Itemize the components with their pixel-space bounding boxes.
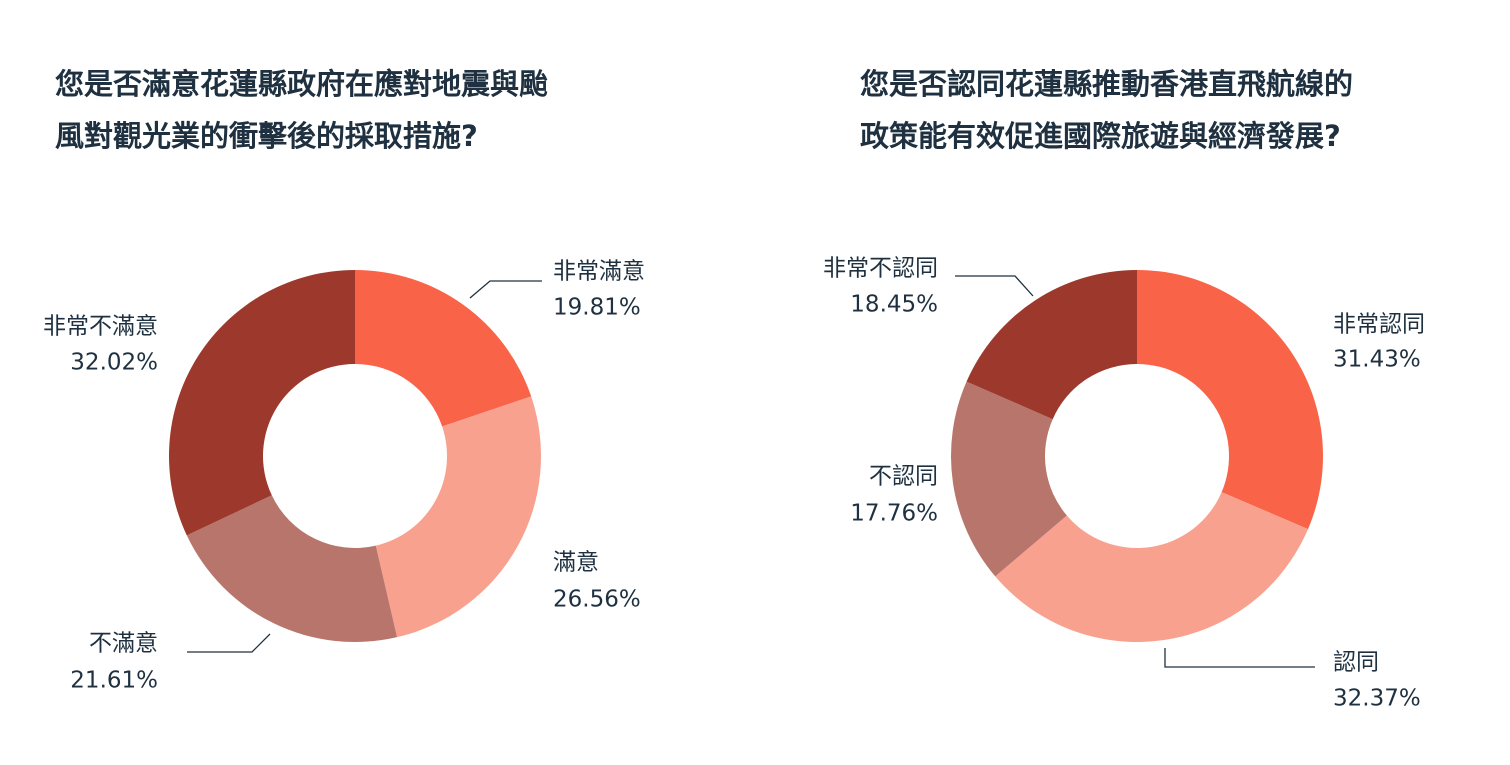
slice-value-label: 32.02%: [70, 350, 158, 376]
leader-line: [187, 633, 271, 653]
donut-chart-satisfaction: 非常滿意 19.81% 滿意 26.56% 不滿意 21.61% 非常不滿意 32.02%: [43, 259, 645, 694]
donut-slice: [1137, 270, 1323, 530]
donut-slice: [966, 270, 1137, 420]
slice-value-label: 32.37%: [1333, 686, 1421, 712]
donut-slice: [168, 270, 355, 536]
chart-panel-agreement: 您是否認同花蓮縣推動香港直飛航線的 政策能有效促進國際旅遊與經濟發展? 非常認同…: [755, 0, 1510, 765]
donut-slice: [995, 492, 1309, 642]
donut-slice: [375, 396, 541, 638]
slice-value-label: 18.45%: [850, 292, 938, 318]
donut-slice: [355, 270, 532, 427]
chart-panel-satisfaction: 您是否滿意花蓮縣政府在應對地震與颱 風對觀光業的衝擊後的採取措施? 非常滿意 19…: [43, 58, 695, 694]
slice-value-label: 21.61%: [70, 668, 158, 694]
slice-label: 滿意: [553, 550, 599, 576]
slice-value-label: 19.81%: [553, 295, 641, 321]
chart-title: 您是否認同花蓮縣推動香港直飛航線的 政策能有效促進國際旅遊與經濟發展?: [860, 58, 1500, 162]
slice-value-label: 26.56%: [553, 587, 641, 613]
slice-value-label: 31.43%: [1333, 347, 1421, 373]
chart-title-line-1: 您是否認同花蓮縣推動香港直飛航線的: [860, 67, 1354, 101]
chart-title-line-2: 政策能有效促進國際旅遊與經濟發展?: [860, 119, 1341, 153]
leader-line: [1164, 648, 1315, 668]
chart-title: 您是否滿意花蓮縣政府在應對地震與颱 風對觀光業的衝擊後的採取措施?: [55, 58, 695, 162]
donut-slice: [186, 495, 398, 642]
slice-label: 認同: [1333, 650, 1379, 676]
slice-label: 非常滿意: [553, 259, 645, 285]
slice-value-label: 17.76%: [850, 501, 938, 527]
leader-line: [469, 280, 542, 299]
leader-line: [955, 275, 1034, 297]
chart-title-line-1: 您是否滿意花蓮縣政府在應對地震與颱: [55, 67, 549, 101]
slice-label: 非常不滿意: [43, 314, 158, 340]
slice-label: 非常認同: [1333, 312, 1425, 338]
donut-slice: [951, 381, 1067, 577]
slice-label: 不認同: [869, 464, 938, 490]
donut-chart-agreement: 非常認同 31.43% 認同 32.37% 不認同 17.76% 非常不認同 18.45%: [823, 256, 1425, 712]
slice-label: 不滿意: [89, 631, 158, 657]
chart-title-line-2: 風對觀光業的衝擊後的採取措施?: [55, 119, 478, 153]
slice-label: 非常不認同: [823, 256, 938, 282]
